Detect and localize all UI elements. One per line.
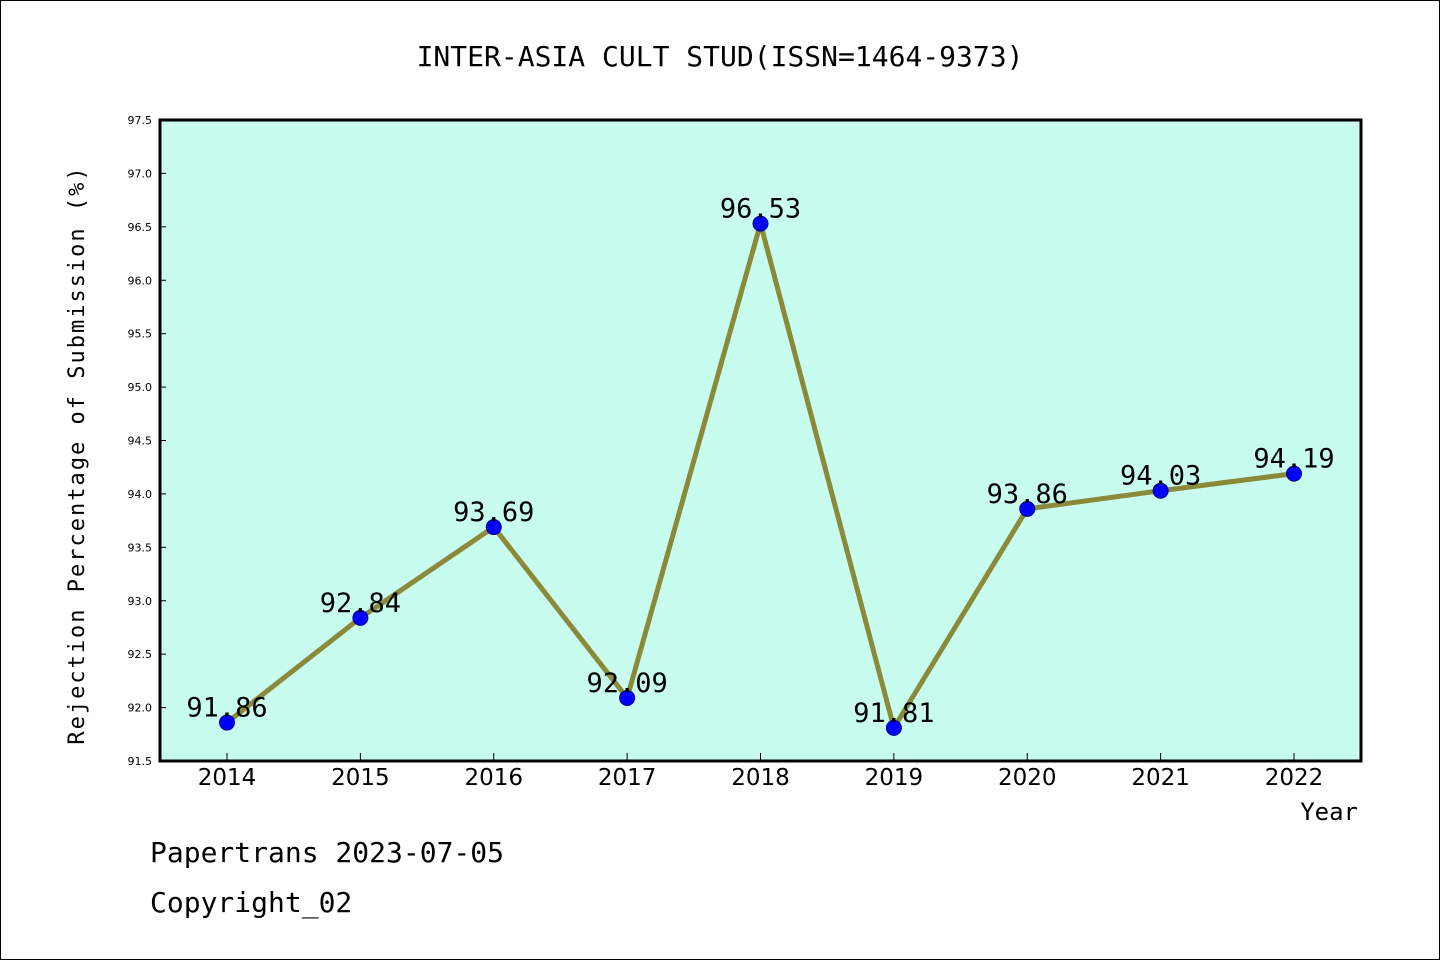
data-label: 92.84 — [320, 588, 401, 619]
x-axis: 2014 2015 2016 2017 2018 2019 2020 2021 2022 — [198, 753, 1324, 791]
data-point — [752, 215, 769, 232]
y-tick-label: 92.0 — [128, 702, 153, 715]
x-tick-label: 2017 — [598, 765, 657, 791]
data-label: 91.86 — [186, 693, 267, 724]
x-tick-label: 2022 — [1265, 765, 1324, 791]
x-tick-label: 2019 — [865, 765, 924, 791]
y-axis: 91.5 92.0 92.5 93.0 93.5 94.0 94.5 95.0 95.5 96.0… — [128, 114, 166, 768]
y-tick-label: 95.0 — [128, 381, 153, 394]
y-tick-label: 96.5 — [128, 221, 153, 234]
footer-copyright: Copyright_02 — [150, 886, 353, 919]
data-point — [1152, 482, 1169, 499]
footer-date: Papertrans 2023-07-05 — [150, 836, 505, 869]
x-tick-label: 2021 — [1131, 765, 1190, 791]
y-tick-label: 95.5 — [128, 328, 153, 341]
y-tick-label: 92.5 — [128, 648, 153, 661]
y-tick-label: 91.5 — [128, 755, 153, 768]
data-label: 94.03 — [1120, 461, 1201, 492]
series-markers — [219, 215, 1302, 736]
data-label: 93.69 — [453, 497, 534, 528]
data-labels: 91.86 92.84 93.69 92.09 96.53 91.81 93.86 94.03… — [186, 194, 1334, 729]
data-label: 92.09 — [586, 668, 667, 699]
x-tick-label: 2015 — [331, 765, 390, 791]
data-point — [485, 519, 502, 536]
data-label: 96.53 — [720, 194, 801, 225]
y-tick-label: 94.5 — [128, 435, 153, 448]
y-tick-label: 93.5 — [128, 541, 153, 554]
x-axis-label: Year — [1300, 798, 1358, 826]
data-point — [885, 719, 902, 736]
y-tick-label: 97.0 — [128, 167, 153, 180]
x-tick-label: 2016 — [464, 765, 523, 791]
y-tick-label: 97.5 — [128, 114, 153, 127]
data-label: 91.81 — [853, 698, 934, 729]
data-point — [352, 609, 369, 626]
x-tick-label: 2018 — [731, 765, 790, 791]
x-tick-label: 2020 — [998, 765, 1057, 791]
data-point — [1286, 465, 1302, 482]
y-tick-label: 96.0 — [128, 274, 153, 287]
data-point — [1019, 500, 1036, 517]
chart-title: INTER-ASIA CULT STUD(ISSN=1464-9373) — [417, 40, 1024, 73]
y-axis-label: Rejection Percentage of Submission (%) — [65, 165, 90, 744]
y-tick-label: 93.0 — [128, 595, 153, 608]
data-label: 93.86 — [987, 479, 1068, 510]
y-tick-label: 94.0 — [128, 488, 153, 501]
data-point — [619, 689, 636, 706]
x-tick-label: 2014 — [198, 765, 257, 791]
data-label: 94.19 — [1253, 444, 1334, 475]
data-point — [219, 714, 235, 731]
